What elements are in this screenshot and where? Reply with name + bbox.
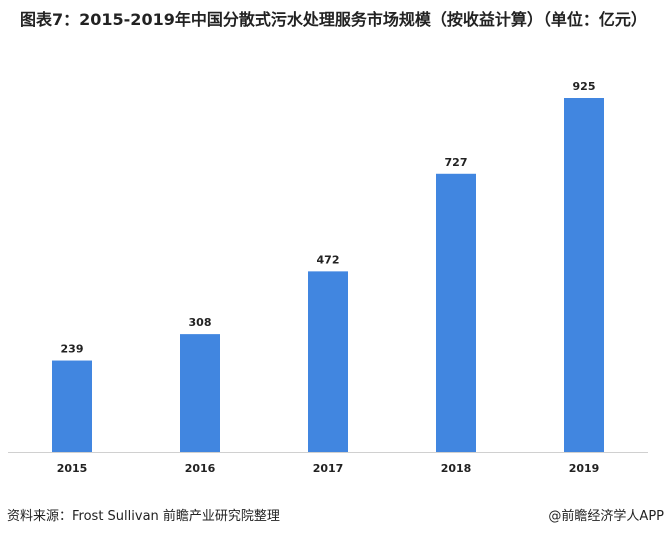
chart-title: 图表7：2015-2019年中国分散式污水处理服务市场规模（按收益计算）（单位：… (20, 10, 647, 29)
bar-2016 (180, 334, 220, 452)
data-label-2015: 239 (61, 343, 84, 356)
x-tick-label-2018: 2018 (441, 462, 472, 475)
credit-note: @前瞻经济学人APP (548, 509, 664, 524)
data-label-2018: 727 (445, 156, 468, 169)
bar-2018 (436, 173, 476, 452)
x-tick-label-2015: 2015 (57, 462, 88, 475)
x-tick-label-2016: 2016 (185, 462, 216, 475)
x-tick-label-2019: 2019 (569, 462, 600, 475)
bar-2019 (564, 98, 604, 452)
source-note: 资料来源：Frost Sullivan 前瞻产业研究院整理 (7, 509, 280, 524)
data-label-2016: 308 (189, 316, 212, 329)
data-label-2017: 472 (317, 253, 340, 266)
data-label-2019: 925 (573, 80, 596, 93)
bar-2015 (52, 360, 92, 452)
x-tick-label-2017: 2017 (313, 462, 344, 475)
bar-2017 (308, 271, 348, 452)
